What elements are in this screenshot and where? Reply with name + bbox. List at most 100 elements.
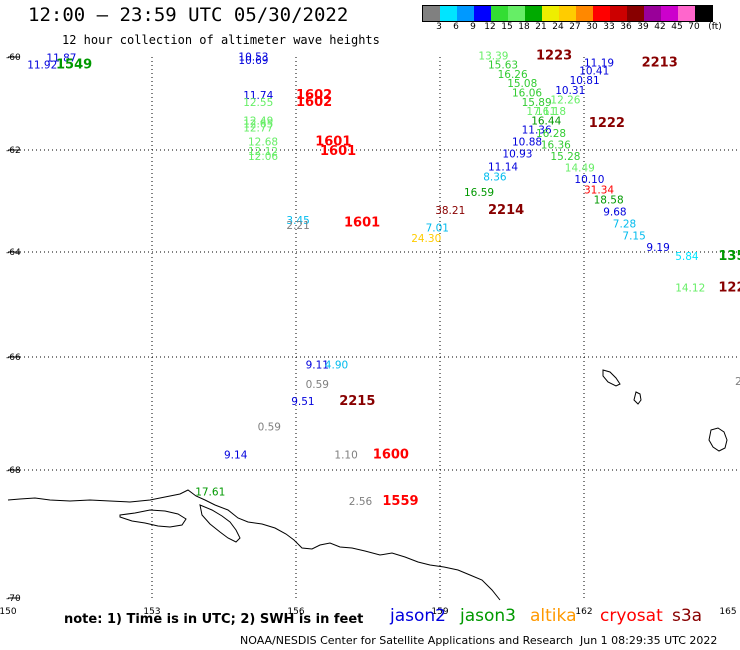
wave-height-value: 38.21 [435,205,465,217]
wave-height-value: 10.31 [555,85,585,97]
footer-credit: NOAA/NESDIS Center for Satellite Applica… [240,634,574,647]
wave-height-value: 11.19 [584,57,614,69]
legend-label: 45 [671,22,683,32]
pass-time-label: 1222 [589,116,625,131]
pass-time-label: 1600 [373,448,409,463]
wave-height-value: 12.65 [243,119,273,131]
legend-label: 42 [654,22,666,32]
legend-swatch [508,6,525,21]
wave-height-value: 16.06 [512,88,542,100]
wave-height-value: 15.89 [522,97,552,109]
wave-height-value: 13.39 [478,50,508,62]
legend-swatch [695,6,712,21]
wave-height-value: 11.74 [243,90,273,102]
lat-tick-label: -68 [6,466,21,476]
wave-height-value: 12.68 [248,136,278,148]
pass-time-label: 1549 [56,58,92,73]
wave-height-value: 9.51 [291,396,314,408]
coastline [7,369,728,601]
pass-time-label: 1601 [320,144,356,159]
legend-swatch [576,6,593,21]
wave-height-value: 9.19 [646,242,669,254]
legend-label: 3 [436,22,442,32]
pass-time-label: 1354 [718,249,740,264]
wave-height-value: 10.93 [502,149,532,161]
legend-swatch [593,6,610,21]
legend-label: 30 [586,22,598,32]
wave-height-value: 10.69 [238,55,268,67]
legend-label: 6 [453,22,459,32]
pass-time-label: 1223 [536,48,572,63]
wave-height-value: 11.36 [522,125,552,137]
lat-tick-label: -60 [6,53,21,63]
wave-height-value: 9.11 [306,359,329,371]
lon-tick-label: 153 [143,607,160,617]
pass-time-label: 1602 [296,88,332,103]
legend-label: 21 [535,22,547,32]
pass-time-label: 1221 [718,280,740,295]
wave-height-value: 12.49 [243,115,273,127]
wave-height-value: 2.56 [349,496,373,508]
island-3 [708,427,728,452]
legend-swatch [491,6,508,21]
legend-swatch [474,6,491,21]
wave-height-value: 12.55 [243,97,273,109]
wave-height-value: 24.30 [411,233,441,245]
legend-swatch [525,6,542,21]
wave-height-value: 7.15 [622,230,645,242]
wave-height-value: 0.59 [258,421,281,433]
pass-time-label: 2214 [488,203,524,218]
wave-height-value: 16.36 [541,140,571,152]
wave-height-value: 10.81 [570,75,600,87]
lat-tick-label: -70 [6,594,21,604]
wave-height-value: 31.34 [584,184,614,196]
wave-height-value: 10.10 [574,174,604,186]
wave-height-value: 15.08 [507,78,537,90]
map-subtitle: 12 hour collection of altimeter wave hei… [62,33,380,47]
pass-time-label: 1601 [315,134,351,149]
wave-height-value: 10.88 [512,136,542,148]
legend-swatch [678,6,695,21]
pass-time-label: 2215 [339,394,375,409]
satellite-jason3: jason3 [460,606,516,626]
lon-tick-label: 159 [431,607,448,617]
pass-time-label: 1601 [344,216,380,231]
satellite-cryosat: cryosat [600,606,663,626]
legend-label: 24 [552,22,564,32]
wave-height-value: 12.12 [248,146,278,158]
coastline-bay [119,509,187,528]
edge-label: 2 [735,375,740,388]
wave-height-value: 12.06 [248,151,278,163]
pass-time-label: 1602 [296,95,332,110]
island-2 [633,391,642,405]
legend-label: 18 [518,22,530,32]
wave-height-value: 8.36 [483,172,507,184]
coastline-antarctica [7,489,501,601]
wave-height-value: 14.49 [565,162,595,174]
legend-swatch [440,6,457,21]
wave-height-value: 10.41 [579,66,609,78]
legend-label: 33 [603,22,615,32]
lon-tick-label: 162 [575,607,592,617]
wave-height-value: 7.01 [426,223,449,235]
island-1 [602,369,621,387]
wave-height-value: 15.28 [550,151,580,163]
legend-label: 70 [688,22,700,32]
legend-label: 9 [470,22,476,32]
pass-time-label: 2213 [642,55,678,70]
wave-height-value: 11.14 [488,161,518,173]
legend-swatch [423,6,440,21]
pass-time-label: 1559 [382,494,418,509]
lat-tick-label: -62 [6,146,21,156]
coastline-inlet [199,504,241,543]
wave-height-value: 11.92 [27,60,57,72]
legend-label: 36 [620,22,632,32]
legend-swatch [542,6,559,21]
wave-height-value: 17.61 [195,487,225,499]
legend-label: 27 [569,22,581,32]
wave-height-value: 12.26 [550,95,580,107]
wave-height-value: 5.84 [675,251,699,263]
